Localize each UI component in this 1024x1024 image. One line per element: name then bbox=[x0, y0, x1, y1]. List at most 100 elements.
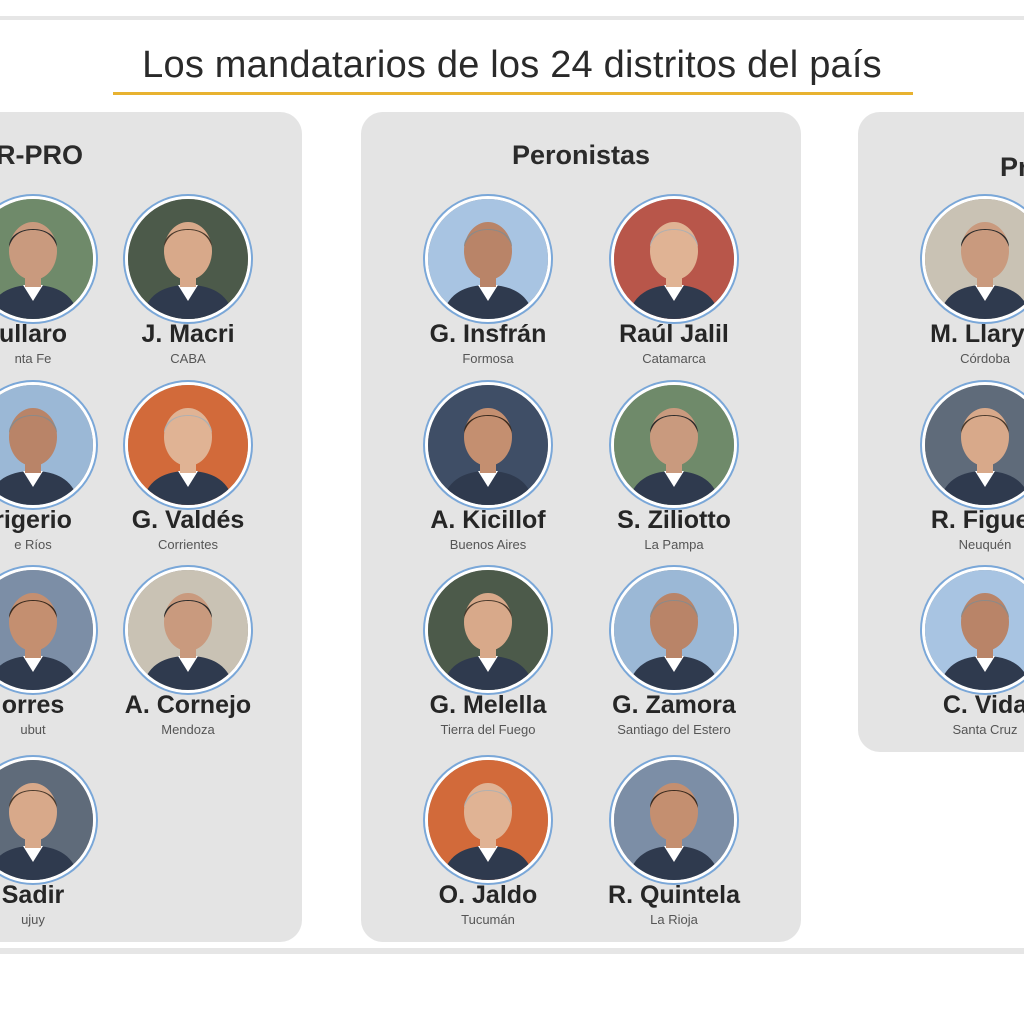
panel-title: Peronistas bbox=[511, 140, 651, 170]
panel-title: Pr bbox=[1000, 152, 1024, 182]
governor-photo bbox=[425, 382, 551, 508]
panel-ucr-pro: R-PRO ullaro nta Fe J. Macri CABA rigeri… bbox=[0, 112, 302, 942]
governor-photo bbox=[0, 382, 96, 508]
governor-card: Raúl Jalil Catamarca bbox=[579, 196, 769, 376]
governor-district: Mendoza bbox=[161, 722, 215, 737]
governor-card: ullaro nta Fe bbox=[0, 196, 128, 376]
governor-photo bbox=[611, 757, 737, 883]
governor-photo bbox=[611, 567, 737, 693]
governor-card: A. Cornejo Mendoza bbox=[93, 567, 283, 747]
governor-name: G. Melella bbox=[429, 691, 547, 719]
governor-photo bbox=[922, 567, 1024, 693]
portrait-placeholder-icon bbox=[614, 199, 734, 319]
governor-photo bbox=[611, 196, 737, 322]
governor-card: G. Melella Tierra del Fuego bbox=[393, 567, 583, 747]
governor-district: Neuquén bbox=[958, 537, 1012, 552]
governor-card: A. Kicillof Buenos Aires bbox=[393, 382, 583, 562]
governor-card: Sadir ujuy bbox=[0, 757, 128, 937]
governor-photo bbox=[0, 567, 96, 693]
bottom-divider bbox=[0, 948, 1024, 954]
panel-peronistas: Peronistas G. Insfrán Formosa Raúl Jalil… bbox=[361, 112, 801, 942]
portrait-placeholder-icon bbox=[128, 385, 248, 505]
governor-photo bbox=[425, 757, 551, 883]
governor-card: S. Ziliotto La Pampa bbox=[579, 382, 769, 562]
governor-card: O. Jaldo Tucumán bbox=[393, 757, 583, 937]
governor-name: ullaro bbox=[0, 320, 68, 348]
governor-name: Raúl Jalil bbox=[619, 320, 729, 348]
portrait-placeholder-icon bbox=[0, 199, 93, 319]
panel-title: R-PRO bbox=[0, 140, 83, 170]
governor-name: A. Cornejo bbox=[124, 691, 252, 719]
governor-photo bbox=[425, 567, 551, 693]
governor-photo bbox=[922, 382, 1024, 508]
governor-card: G. Insfrán Formosa bbox=[393, 196, 583, 376]
governor-name: R. Figuer bbox=[930, 506, 1024, 534]
governor-photo bbox=[125, 382, 251, 508]
governor-district: Buenos Aires bbox=[449, 537, 527, 552]
governor-district: Santa Cruz bbox=[952, 722, 1018, 737]
portrait-placeholder-icon bbox=[614, 760, 734, 880]
governor-name: rigerio bbox=[0, 506, 72, 534]
portrait-placeholder-icon bbox=[428, 199, 548, 319]
portrait-placeholder-icon bbox=[925, 570, 1024, 690]
governor-name: C. Vida bbox=[942, 691, 1024, 719]
portrait-placeholder-icon bbox=[0, 570, 93, 690]
governor-name: M. Llaryo bbox=[930, 320, 1024, 348]
governor-photo bbox=[0, 757, 96, 883]
portrait-placeholder-icon bbox=[0, 760, 93, 880]
governor-name: orres bbox=[1, 691, 65, 719]
portrait-placeholder-icon bbox=[614, 570, 734, 690]
governor-photo bbox=[922, 196, 1024, 322]
governor-name: G. Zamora bbox=[612, 691, 736, 719]
governor-name: S. Ziliotto bbox=[617, 506, 731, 534]
panel-provinciales: Pr M. Llaryo Córdoba R. Figuer Neuquén C… bbox=[858, 112, 1024, 752]
governor-district: Formosa bbox=[462, 351, 514, 366]
governor-district: Catamarca bbox=[642, 351, 706, 366]
portrait-placeholder-icon bbox=[428, 385, 548, 505]
portrait-placeholder-icon bbox=[128, 570, 248, 690]
governor-name: O. Jaldo bbox=[438, 881, 538, 909]
governor-district: ubut bbox=[20, 722, 46, 737]
governor-name: Sadir bbox=[1, 881, 65, 909]
governor-name: G. Valdés bbox=[131, 506, 245, 534]
governor-card: G. Valdés Corrientes bbox=[93, 382, 283, 562]
governor-card: rigerio e Ríos bbox=[0, 382, 128, 562]
portrait-placeholder-icon bbox=[925, 199, 1024, 319]
governor-photo bbox=[125, 196, 251, 322]
governor-district: Córdoba bbox=[960, 351, 1010, 366]
governor-district: ujuy bbox=[21, 912, 45, 927]
governor-district: Corrientes bbox=[158, 537, 218, 552]
governor-name: R. Quintela bbox=[608, 881, 740, 909]
governor-card: M. Llaryo Córdoba bbox=[890, 196, 1024, 376]
portrait-placeholder-icon bbox=[428, 760, 548, 880]
portrait-placeholder-icon bbox=[128, 199, 248, 319]
governor-district: Santiago del Estero bbox=[617, 722, 731, 737]
governor-district: Tierra del Fuego bbox=[440, 722, 536, 737]
page-title: Los mandatarios de los 24 distritos del … bbox=[142, 44, 882, 86]
governor-district: CABA bbox=[170, 351, 206, 366]
governor-name: J. Macri bbox=[141, 320, 235, 348]
governor-photo bbox=[425, 196, 551, 322]
governor-card: R. Figuer Neuquén bbox=[890, 382, 1024, 562]
governor-name: A. Kicillof bbox=[430, 506, 546, 534]
governor-card: orres ubut bbox=[0, 567, 128, 747]
portrait-placeholder-icon bbox=[0, 385, 93, 505]
governor-photo bbox=[125, 567, 251, 693]
governor-district: Tucumán bbox=[461, 912, 515, 927]
governor-district: La Pampa bbox=[644, 537, 704, 552]
portrait-placeholder-icon bbox=[925, 385, 1024, 505]
portrait-placeholder-icon bbox=[614, 385, 734, 505]
governor-name: G. Insfrán bbox=[429, 320, 547, 348]
title-underline bbox=[113, 92, 913, 95]
governor-district: La Rioja bbox=[650, 912, 698, 927]
governor-card: C. Vida Santa Cruz bbox=[890, 567, 1024, 747]
governor-card: R. Quintela La Rioja bbox=[579, 757, 769, 937]
governor-photo bbox=[611, 382, 737, 508]
governor-photo bbox=[0, 196, 96, 322]
governor-district: e Ríos bbox=[14, 537, 52, 552]
top-divider bbox=[0, 16, 1024, 20]
governor-district: nta Fe bbox=[14, 351, 52, 366]
governor-card: J. Macri CABA bbox=[93, 196, 283, 376]
governor-card: G. Zamora Santiago del Estero bbox=[579, 567, 769, 747]
